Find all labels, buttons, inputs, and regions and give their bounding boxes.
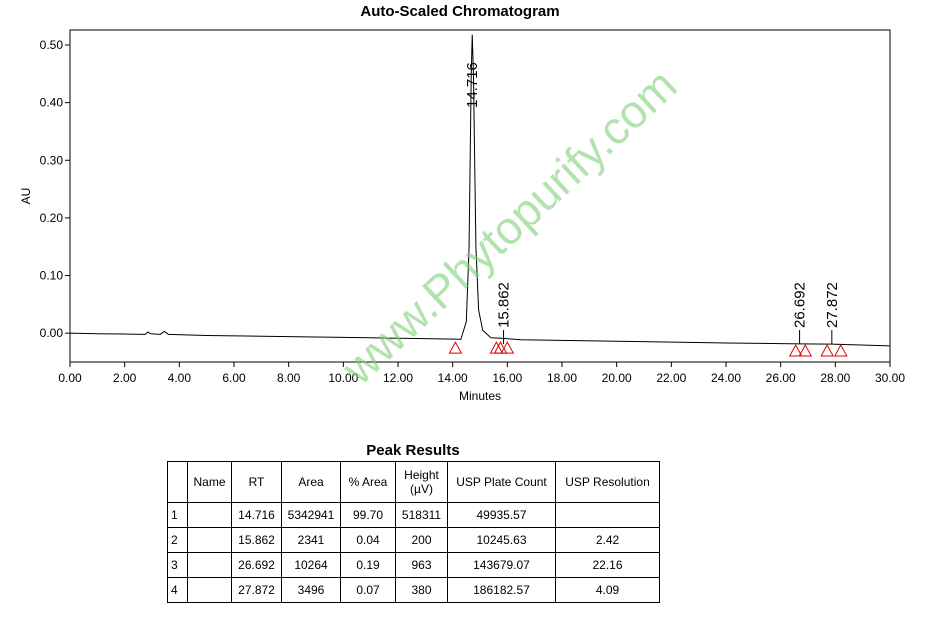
y-axis-label: AU <box>19 188 33 205</box>
table-cell: 2 <box>167 527 188 553</box>
x-tick-label: 20.00 <box>602 371 632 385</box>
table-cell: 143679.07 <box>447 552 556 578</box>
table-cell: 10245.63 <box>447 527 556 553</box>
table-row: 4 27.872 3496 0.07 380 186182.57 4.09 <box>167 577 660 603</box>
x-tick-label: 6.00 <box>222 371 246 385</box>
table-cell: 200 <box>395 527 448 553</box>
table-cell: Area <box>281 461 341 503</box>
peak-table: Name RT Area% Area Height (µV) USP Plate Cou… <box>167 461 660 603</box>
peak-label: 26.692 <box>792 282 809 328</box>
x-tick-label: 30.00 <box>875 371 905 385</box>
table-cell <box>187 552 232 578</box>
table-row: 2 15.862 2341 0.04 200 10245.63 2.42 <box>167 527 660 553</box>
table-cell: 10264 <box>281 552 341 578</box>
table-cell <box>187 502 232 528</box>
table-cell: USP Plate Count <box>447 461 556 503</box>
chromatogram-trace <box>69 34 891 347</box>
x-tick-label: 2.00 <box>113 371 137 385</box>
table-cell: 49935.57 <box>447 502 556 528</box>
table-cell: 1 <box>167 502 188 528</box>
table-cell: 4 <box>167 577 188 603</box>
y-tick-label: 0.30 <box>40 153 64 167</box>
table-cell: 2341 <box>281 527 341 553</box>
table-row: 1 14.716 5342941 99.70 518311 49935.57 <box>167 502 660 528</box>
table-cell: 15.862 <box>231 527 282 553</box>
x-tick-label: 18.00 <box>547 371 577 385</box>
integration-mark <box>489 341 504 354</box>
table-cell <box>167 461 188 503</box>
table-cell: 27.872 <box>231 577 282 603</box>
plot-frame <box>69 29 891 363</box>
table-cell: 99.70 <box>340 502 396 528</box>
peak-label: 15.862 <box>496 282 513 328</box>
table-cell: 380 <box>395 577 448 603</box>
y-tick-label: 0.10 <box>40 269 64 283</box>
chart-title: Auto-Scaled Chromatogram <box>360 3 559 20</box>
integration-mark <box>833 344 848 357</box>
table-cell: 0.19 <box>340 552 396 578</box>
table-cell: 14.716 <box>231 502 282 528</box>
x-tick-label: 24.00 <box>711 371 741 385</box>
table-cell: 5342941 <box>281 502 341 528</box>
y-tick-label: 0.50 <box>40 38 64 52</box>
table-cell: 26.692 <box>231 552 282 578</box>
table-cell: RT <box>231 461 282 503</box>
integration-mark <box>500 341 515 354</box>
chart: Auto-Scaled Chromatogram Minutes AU 0.00… <box>19 3 905 403</box>
table-cell: 3 <box>167 552 188 578</box>
table-cell: 518311 <box>395 502 448 528</box>
peak-label: 27.872 <box>824 282 841 328</box>
x-tick-label: 14.00 <box>438 371 468 385</box>
table-cell <box>187 577 232 603</box>
table-cell: 4.09 <box>555 577 660 603</box>
peak-label: 14.716 <box>464 62 481 108</box>
table-title: Peak Results <box>366 442 460 459</box>
x-tick-label: 4.00 <box>168 371 192 385</box>
table-cell <box>555 502 660 528</box>
x-tick-label: 28.00 <box>820 371 850 385</box>
table-cell: 963 <box>395 552 448 578</box>
y-tick-label: 0.40 <box>40 96 64 110</box>
y-tick-label: 0.20 <box>40 211 64 225</box>
table-cell: 2.42 <box>555 527 660 553</box>
x-tick-label: 8.00 <box>277 371 301 385</box>
x-tick-label: 12.00 <box>383 371 413 385</box>
integration-mark <box>798 344 813 357</box>
x-tick-label: 10.00 <box>328 371 358 385</box>
table-cell: Name <box>187 461 232 503</box>
table-cell: USP Resolution <box>555 461 660 503</box>
table-cell: 3496 <box>281 577 341 603</box>
table-row: 3 26.692 10264 0.19 963 143679.07 22.16 <box>167 552 660 578</box>
table-row: Name RT Area% Area Height (µV) USP Plate Cou… <box>167 461 660 503</box>
table-cell: 186182.57 <box>447 577 556 603</box>
table-cell: 22.16 <box>555 552 660 578</box>
y-tick-label: 0.00 <box>40 326 64 340</box>
table-cell: 0.04 <box>340 527 396 553</box>
table-cell <box>187 527 232 553</box>
x-axis-label: Minutes <box>459 389 501 403</box>
x-tick-label: 16.00 <box>492 371 522 385</box>
x-tick-label: 22.00 <box>656 371 686 385</box>
table-cell: % Area <box>340 461 396 503</box>
integration-mark <box>788 344 803 357</box>
x-tick-label: 26.00 <box>766 371 796 385</box>
integration-mark <box>493 341 508 354</box>
integration-mark <box>820 344 834 357</box>
integration-mark <box>448 341 463 354</box>
table-cell: Height (µV) <box>395 461 448 503</box>
table-cell: 0.07 <box>340 577 396 603</box>
x-tick-label: 0.00 <box>58 371 82 385</box>
